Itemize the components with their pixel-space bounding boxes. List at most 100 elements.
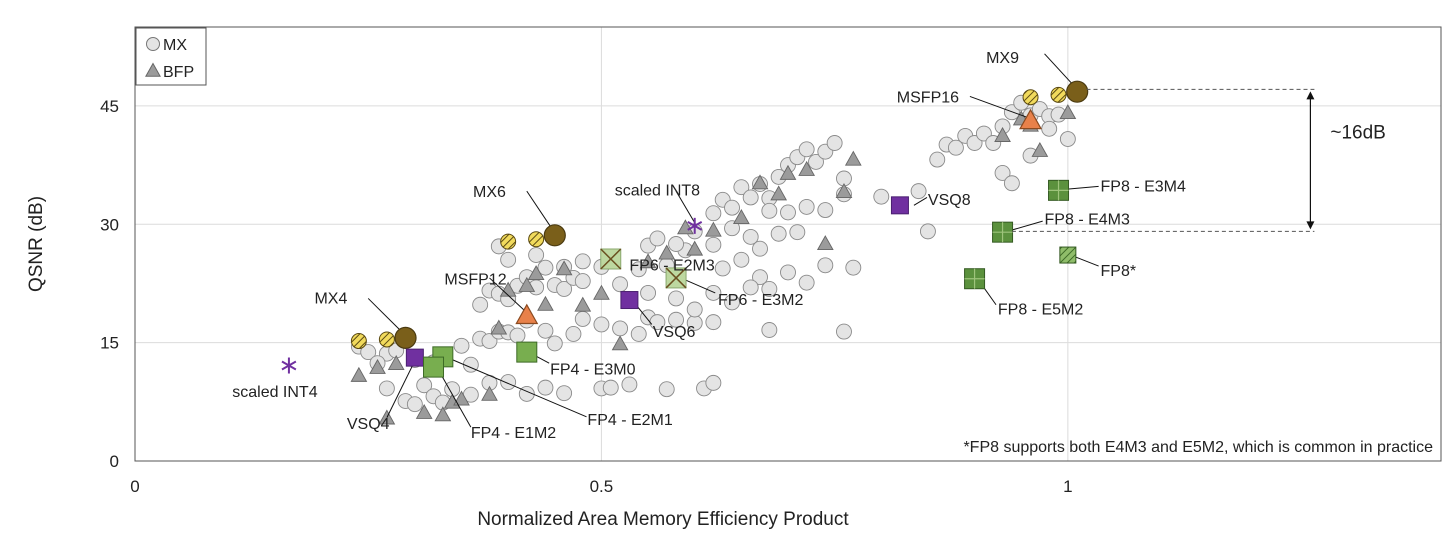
bfp-point [574, 296, 592, 312]
vsq6-marker [620, 291, 639, 310]
bfp-point [518, 276, 536, 292]
mx-point [705, 236, 722, 253]
mx-point [826, 135, 843, 151]
mx9-h2-marker [1050, 86, 1067, 103]
bfp-point [677, 219, 694, 235]
mx-point [742, 228, 759, 245]
mx4-h1-marker [350, 333, 367, 350]
leader-line [913, 197, 928, 206]
bfp-point [481, 385, 498, 401]
bfp-point [639, 253, 657, 269]
mx-point [658, 381, 675, 398]
scaled-int8-marker [687, 217, 703, 234]
mx-point [705, 284, 722, 301]
mx4-marker [394, 326, 417, 350]
mx-point [761, 202, 778, 219]
mx-point [798, 141, 815, 158]
mx-point [630, 326, 647, 342]
mx-point [500, 251, 517, 268]
mx9-marker [1066, 80, 1089, 103]
fp8-e4m3-marker [992, 221, 1014, 243]
fp8-e3m4-marker [1048, 179, 1070, 201]
mx-point [416, 377, 433, 394]
mx-point [817, 202, 834, 219]
mx6-h2-marker [528, 231, 545, 248]
vsq8-label: VSQ8 [928, 192, 971, 209]
mx-point [733, 251, 750, 268]
highlighted-points [281, 80, 1089, 378]
mx-point [836, 323, 852, 340]
mx-point [724, 220, 740, 237]
mx-point [500, 374, 517, 391]
mx-point [472, 296, 489, 313]
mx-point [668, 290, 685, 307]
bfp-point [816, 235, 834, 251]
scaled-int4-label: scaled INT4 [232, 384, 317, 401]
background-points [350, 94, 1077, 425]
y-tick-label: 45 [100, 97, 119, 116]
mx-point [789, 224, 806, 241]
fp8-e5m2-label: FP8 - E5M2 [998, 302, 1083, 319]
fp4-e1m2-label: FP4 - E1M2 [471, 425, 556, 442]
mx-point [1003, 175, 1020, 192]
bfp-point [798, 160, 816, 176]
mx-point [1041, 120, 1058, 137]
fp4-e1m2-marker [423, 356, 445, 378]
x-axis-title: Normalized Area Memory Efficiency Produc… [477, 509, 849, 530]
mx-point [537, 379, 554, 396]
bfp-point [387, 355, 405, 370]
bfp-point [527, 265, 545, 281]
annotation-leaders [367, 53, 1099, 428]
bfp-point [658, 244, 676, 260]
y-tick-label: 30 [100, 215, 119, 234]
x-tick-label: 1 [1063, 477, 1072, 496]
mx-point [873, 188, 890, 205]
msfp16-marker [1019, 108, 1043, 130]
mx-point [509, 327, 526, 344]
bfp-point [593, 284, 610, 300]
bfp-point [350, 366, 368, 382]
leader-line [489, 277, 528, 314]
mx6-marker [543, 224, 566, 247]
mx-point [621, 376, 638, 393]
mx-point [770, 225, 787, 242]
mx-point [742, 279, 759, 296]
mx-point [994, 165, 1011, 181]
mx-point [406, 396, 423, 413]
fp8-marker [1059, 246, 1077, 264]
mx9-label: MX9 [986, 50, 1019, 67]
mx-point [752, 269, 768, 286]
mx-point [724, 199, 740, 216]
scaled-int4-marker [281, 357, 297, 374]
mx-point [714, 260, 731, 277]
fp6-e3m2-marker [665, 267, 687, 289]
leader-line [437, 369, 472, 428]
msfp12-label: MSFP12 [444, 272, 506, 289]
bfp-point [686, 240, 704, 256]
mx6-label: MX6 [473, 184, 506, 201]
y-tick-label: 15 [100, 334, 119, 353]
fp6-e3m2-label: FP6 - E3M2 [718, 292, 803, 309]
mx-point [733, 179, 750, 196]
footnote: *FP8 supports both E4M3 and E5M2, which … [963, 439, 1433, 456]
bfp-point [835, 182, 853, 198]
fp4-e3m0-label: FP4 - E3M0 [550, 362, 635, 379]
fp6-cross [665, 267, 687, 289]
legend-mx-marker [146, 37, 160, 51]
mx-point [453, 337, 470, 354]
mx-point [668, 236, 685, 252]
mx-point [537, 259, 554, 276]
fp6-e2m3-marker [600, 248, 622, 270]
mx-point [565, 326, 582, 342]
leader-line [675, 190, 696, 223]
y-axis-title: QSNR (dB) [26, 196, 47, 292]
vsq4-label: VSQ4 [347, 416, 390, 433]
mx-point [752, 240, 768, 257]
mx-point [537, 322, 554, 339]
gap-arrow-head-down [1306, 221, 1315, 230]
bfp-point [537, 295, 554, 311]
mx-point [817, 257, 834, 274]
mx-point [845, 259, 862, 276]
x-tick-label: 0.5 [590, 477, 614, 496]
mx-point [574, 311, 591, 327]
